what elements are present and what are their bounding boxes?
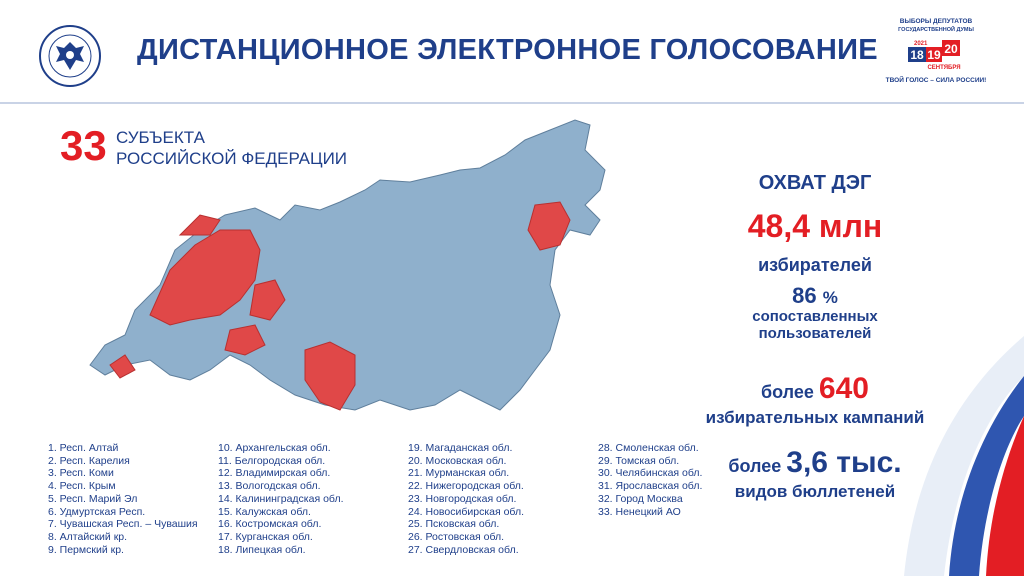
region-list-col1: 1. Респ. Алтай 2. Респ. Карелия 3. Респ. К… xyxy=(48,442,198,556)
region-item: 26. Ростовская обл. xyxy=(408,530,505,543)
region-item: 6. Удмуртская Респ. xyxy=(48,505,146,518)
election-logo-year: 2021 xyxy=(914,41,928,47)
page-title: ДИСТАНЦИОННОЕ ЭЛЕКТРОННОЕ ГОЛОСОВАНИЕ xyxy=(137,34,878,66)
region-item: 2. Респ. Карелия xyxy=(48,454,130,467)
election-logo-day1: 18 xyxy=(910,48,924,62)
campaigns-prefix: более xyxy=(761,382,814,402)
campaigns-block: более 640 xyxy=(700,372,930,406)
region-item: 31. Ярославская обл. xyxy=(598,480,703,493)
region-item: 24. Новосибирская обл. xyxy=(408,505,525,518)
region-item: 28. Смоленская обл. xyxy=(598,442,699,454)
percent-block: 86 % xyxy=(700,283,930,309)
cec-emblem-icon xyxy=(39,25,101,87)
region-item: 32. Город Москва xyxy=(598,492,683,505)
election-logo-day3: 20 xyxy=(944,42,958,56)
election-logo-day2: 19 xyxy=(927,48,941,62)
subjects-caption-line1: СУБЪЕКТА xyxy=(116,128,205,147)
region-item: 33. Ненецкий АО xyxy=(598,505,681,518)
region-item: 9. Пермский кр. xyxy=(48,543,124,556)
election-logo-line2: ГОСУДАРСТВЕННОЙ ДУМЫ xyxy=(898,25,974,33)
region-item: 12. Владимирская обл. xyxy=(218,467,331,480)
subjects-caption: СУБЪЕКТА РОССИЙСКОЙ ФЕДЕРАЦИИ xyxy=(116,127,347,169)
region-item: 21. Мурманская обл. xyxy=(408,467,510,480)
map-base xyxy=(89,119,606,411)
region-item: 1. Респ. Алтай xyxy=(48,442,119,454)
campaigns-value: 640 xyxy=(818,372,869,405)
subjects-count: 33 xyxy=(60,122,107,169)
election-logo-slogan: ТВОЙ ГОЛОС – СИЛА РОССИИ! xyxy=(886,75,987,84)
region-item: 11. Белгородская обл. xyxy=(218,454,326,467)
election-logo-line1: ВЫБОРЫ ДЕПУТАТОВ xyxy=(900,18,973,25)
percent-value: 86 xyxy=(792,283,817,308)
region-item: 25. Псковская обл. xyxy=(408,518,500,531)
election-logo: ВЫБОРЫ ДЕПУТАТОВ ГОСУДАРСТВЕННОЙ ДУМЫ 20… xyxy=(886,18,987,84)
region-list-col2: 10. Архангельская обл. 11. Белгородская о… xyxy=(218,442,344,556)
coverage-title: ОХВАТ ДЭГ xyxy=(758,172,872,194)
region-item: 10. Архангельская обл. xyxy=(218,442,331,454)
voters-label: избирателей xyxy=(758,255,872,275)
region-item: 15. Калужская обл. xyxy=(218,505,311,518)
region-item: 7. Чувашская Респ. – Чувашия xyxy=(48,518,198,531)
campaigns-label: избирательных кампаний xyxy=(705,408,925,427)
region-list-col3: 19. Магаданская обл. 20. Московская обл. 2… xyxy=(408,442,524,556)
region-item: 3. Респ. Коми xyxy=(48,467,114,480)
region-item: 20. Московская обл. xyxy=(408,454,507,467)
region-item: 18. Липецкая обл. xyxy=(218,543,306,556)
ballots-value: 3,6 тыс. xyxy=(786,446,902,479)
region-item: 16. Костромская обл. xyxy=(218,518,322,531)
ballots-prefix: более xyxy=(728,456,782,476)
ballots-label: видов бюллетеней xyxy=(734,482,896,501)
region-list-col4: 28. Смоленская обл. 29. Томская обл. 30. Ч… xyxy=(598,442,702,518)
region-item: 17. Курганская обл. xyxy=(218,530,313,543)
map-highlighted-regions xyxy=(109,201,571,411)
ballots-block: более 3,6 тыс. xyxy=(700,446,930,480)
russia-regions-map xyxy=(89,119,606,411)
voters-value: 48,4 млн xyxy=(747,208,883,244)
percent-label: сопоставленных пользователей xyxy=(700,308,930,342)
region-item: 13. Вологодская обл. xyxy=(218,480,321,493)
percent-label-line2: пользователей xyxy=(758,325,872,342)
region-item: 22. Нижегородская обл. xyxy=(408,480,524,493)
region-item: 4. Респ. Крым xyxy=(48,480,116,493)
region-item: 23. Новгородская обл. xyxy=(408,492,517,505)
election-logo-month: СЕНТЯБРЯ xyxy=(927,65,960,71)
region-item: 29. Томская обл. xyxy=(598,454,680,467)
region-item: 30. Челябинская обл. xyxy=(598,467,703,480)
percent-sign: % xyxy=(822,288,838,307)
region-item: 19. Магаданская обл. xyxy=(408,442,513,454)
flag-band-decoration xyxy=(904,336,1024,576)
subjects-caption-line2: РОССИЙСКОЙ ФЕДЕРАЦИИ xyxy=(116,149,348,168)
header-divider xyxy=(0,102,1024,104)
percent-label-line1: сопоставленных xyxy=(752,308,878,325)
region-item: 14. Калининградская обл. xyxy=(218,492,344,505)
region-item: 8. Алтайский кр. xyxy=(48,530,128,543)
region-item: 5. Респ. Марий Эл xyxy=(48,492,138,505)
region-item: 27. Свердловская обл. xyxy=(408,543,519,556)
